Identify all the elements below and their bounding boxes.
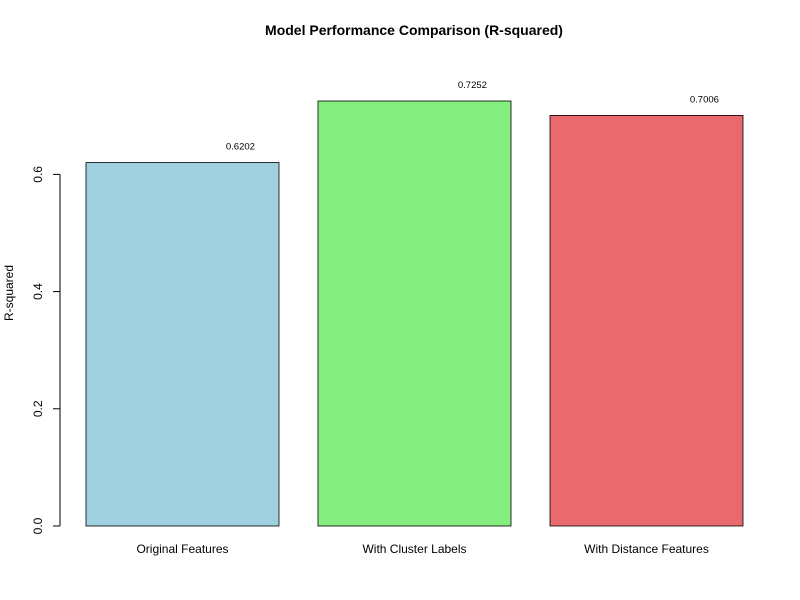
y-tick-label: 0.4 <box>31 283 45 300</box>
value-labels-group: 0.6202 0.7252 0.7006 <box>226 80 719 153</box>
bar <box>85 162 280 527</box>
category-label: Original Features <box>136 542 228 556</box>
y-axis: 0.0 0.2 0.4 0.6 <box>31 166 61 534</box>
bar <box>317 100 512 527</box>
y-axis-label: R-squared <box>2 265 16 321</box>
y-tick-label: 0.2 <box>31 400 45 417</box>
category-labels-group: Original Features With Cluster Labels With… <box>136 542 708 556</box>
bar-value-label: 0.6202 <box>226 142 255 153</box>
y-tick-label: 0.0 <box>31 517 45 534</box>
bars-group <box>85 100 744 527</box>
bar-value-label: 0.7006 <box>690 94 719 105</box>
y-tick-label: 0.6 <box>31 166 45 183</box>
bar <box>549 115 744 527</box>
chart-title: Model Performance Comparison (R-squared) <box>265 22 563 38</box>
category-label: With Distance Features <box>584 542 709 556</box>
bar-value-label: 0.7252 <box>458 80 487 91</box>
category-label: With Cluster Labels <box>362 542 466 556</box>
